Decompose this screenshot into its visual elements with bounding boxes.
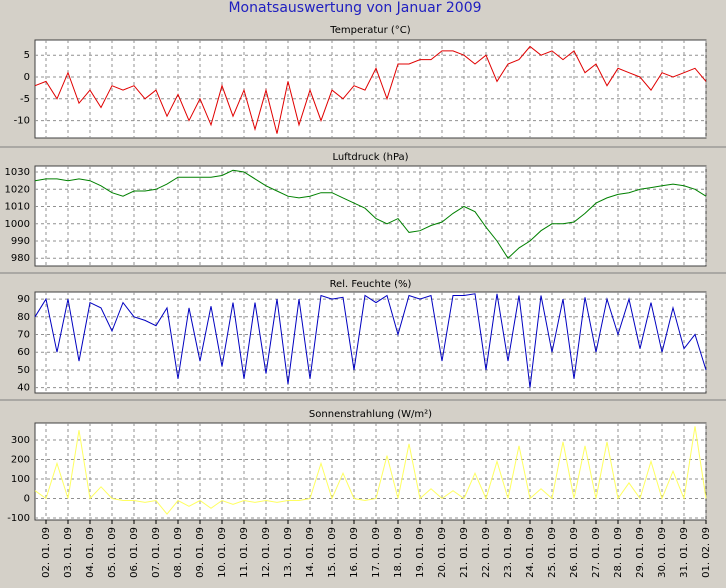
plot-area [34,422,707,521]
x-tick-label: 16. 01. 09 [349,527,360,578]
y-tick-label: 200 [11,454,30,465]
y-tick-label: 0 [24,72,30,83]
y-tick-label: -5 [20,94,30,105]
x-tick-label: 07. 01. 09 [151,527,162,578]
x-tick-label: 27. 01. 09 [591,527,602,578]
y-tick-label: 50 [17,365,30,376]
x-tick-label: 25. 01. 09 [547,527,558,578]
panel-title: Temperatur (°C) [329,25,410,36]
y-tick-label: -100 [7,513,30,524]
data-line [34,169,707,259]
x-tick-label: 21. 01. 09 [459,527,470,578]
x-tick-label: 02. 01. 09 [41,527,52,578]
y-tick-label: 80 [17,312,30,323]
x-tick-label: 09. 01. 09 [195,527,206,578]
y-tick-label: 100 [11,474,30,485]
y-tick-label: 980 [11,253,30,264]
x-tick-label: 13. 01. 09 [283,527,294,578]
x-tick-label: 26. 01. 09 [569,527,580,578]
panel-title: Sonnenstrahlung (W/m²) [309,409,432,420]
page-title: Monatsauswertung von Januar 2009 [228,0,481,16]
x-tick-label: 24. 01. 09 [525,527,536,578]
x-tick-label: 19. 01. 09 [415,527,426,578]
y-tick-label: 5 [24,50,30,61]
x-tick-label: 01. 02. 09 [701,527,712,578]
x-tick-label: 31. 01. 09 [679,527,690,578]
x-tick-label: 14. 01. 09 [305,527,316,578]
x-tick-label: 23. 01. 09 [503,527,514,578]
x-tick-label: 11. 01. 09 [239,527,250,578]
x-tick-label: 10. 01. 09 [217,527,228,578]
x-tick-label: 18. 01. 09 [393,527,404,578]
y-tick-label: -10 [14,116,30,127]
y-tick-label: 990 [11,236,30,247]
x-tick-label: 22. 01. 09 [481,527,492,578]
y-tick-label: 1000 [5,219,30,230]
y-tick-label: 1020 [5,184,30,195]
x-tick-label: 29. 01. 09 [635,527,646,578]
x-tick-label: 20. 01. 09 [437,527,448,578]
y-tick-label: 40 [17,383,30,394]
y-tick-label: 300 [11,435,30,446]
y-tick-label: 60 [17,347,30,358]
x-tick-label: 05. 01. 09 [107,527,118,578]
y-tick-label: 1010 [5,202,30,213]
panel-title: Luftdruck (hPa) [332,152,408,163]
x-tick-label: 17. 01. 09 [371,527,382,578]
plot-area [34,165,707,267]
y-tick-label: 90 [17,294,30,305]
data-line [34,293,707,388]
x-tick-label: 08. 01. 09 [173,527,184,578]
x-tick-label: 12. 01. 09 [261,527,272,578]
data-line [34,45,707,134]
y-tick-label: 70 [17,330,30,341]
x-tick-label: 06. 01. 09 [129,527,140,578]
plot-area [34,39,707,139]
y-tick-label: 0 [24,494,30,505]
data-line [34,426,707,515]
x-tick-label: 28. 01. 09 [613,527,624,578]
x-tick-label: 30. 01. 09 [657,527,668,578]
y-tick-label: 1030 [5,167,30,178]
x-tick-label: 15. 01. 09 [327,527,338,578]
panel-title: Rel. Feuchte (%) [330,279,412,290]
x-tick-label: 04. 01. 09 [85,527,96,578]
x-tick-label: 03. 01. 09 [63,527,74,578]
